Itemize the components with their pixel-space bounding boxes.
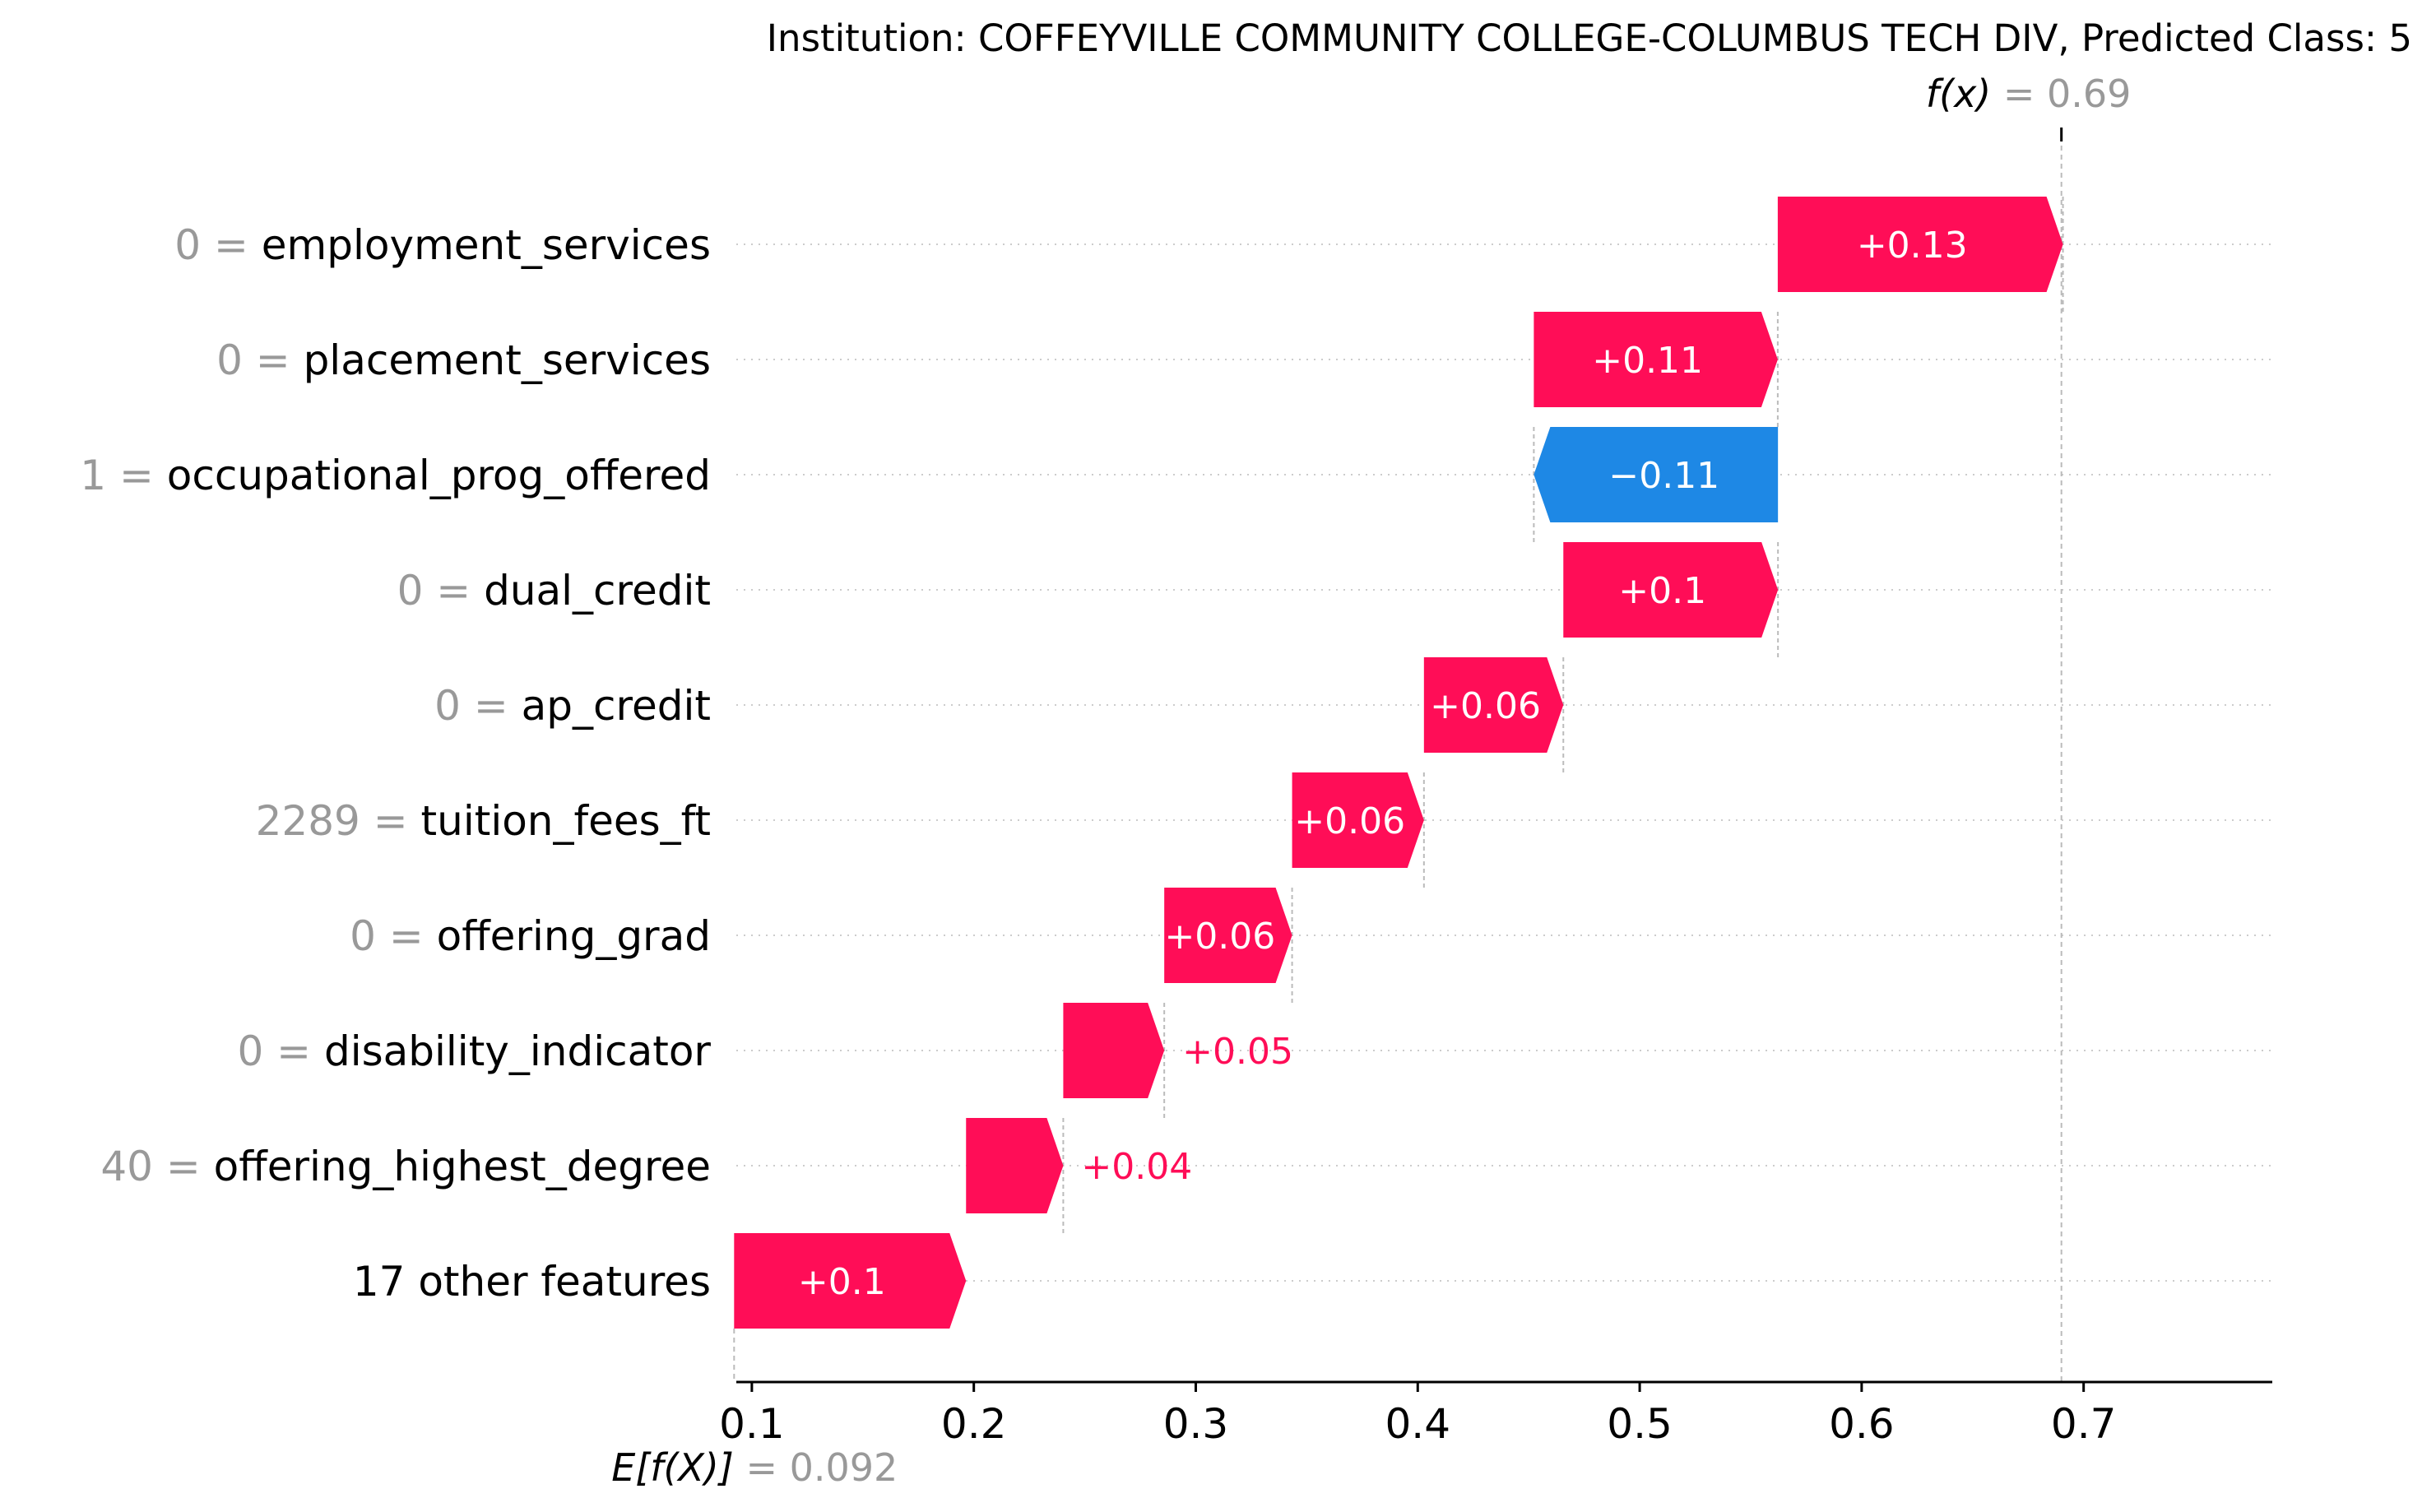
waterfall-bar: [1563, 542, 1779, 638]
contribution-label: +0.06: [1294, 800, 1405, 842]
base-label: E[f(X)]: [611, 1445, 734, 1490]
waterfall-bar: [1534, 312, 1778, 407]
x-tick-label: 0.4: [1385, 1400, 1451, 1448]
contribution-label: +0.11: [1592, 340, 1703, 382]
waterfall-bar: [1063, 1003, 1165, 1098]
contribution-label: +0.06: [1430, 685, 1541, 727]
fx-value: = 0.69: [1991, 72, 2131, 116]
waterfall-bar: [966, 1118, 1064, 1213]
x-tick-label: 0.2: [941, 1400, 1007, 1448]
waterfall-bar: [1534, 427, 1779, 522]
waterfall-bar: [1423, 657, 1564, 753]
feature-label: 0 = employment_services: [174, 221, 711, 269]
feature-value: 0 =: [434, 682, 522, 730]
x-tick-label: 0.6: [1829, 1400, 1895, 1448]
contribution-label: −0.11: [1608, 455, 1719, 497]
feature-value: 0 =: [174, 221, 262, 269]
waterfall-bar: [734, 1233, 967, 1329]
feature-name: employment_services: [262, 221, 711, 269]
contribution-label: +0.1: [1618, 570, 1706, 612]
feature-name: offering_grad: [437, 912, 711, 960]
bars-layer: +0.13 +0.11 −0.11 +0.1 +0.06 +0.06 +0.06 +0.05 +…: [734, 197, 2063, 1329]
feature-value: 0 =: [397, 567, 485, 615]
feature-label: 17 other features: [353, 1258, 711, 1306]
feature-label: 0 = offering_grad: [350, 912, 711, 960]
feature-value: 1 =: [80, 452, 167, 499]
x-tick-label: 0.1: [719, 1400, 785, 1448]
feature-name: tuition_fees_ft: [421, 797, 711, 845]
feature-value: 0 =: [350, 912, 437, 960]
contribution-label: +0.05: [1182, 1031, 1293, 1073]
feature-value: 2289 =: [256, 797, 421, 845]
x-tick-label: 0.3: [1163, 1400, 1229, 1448]
feature-value: 0 =: [237, 1027, 324, 1075]
contribution-label: +0.13: [1857, 225, 1968, 267]
feature-value: 40 =: [100, 1143, 213, 1190]
annotations-layer: f(x) = 0.69 E[f(X)] = 0.092: [611, 72, 2131, 1490]
feature-label: 0 = placement_services: [216, 336, 711, 384]
feature-label: 2289 = tuition_fees_ft: [256, 797, 711, 845]
chart-title: Institution: COFFEYVILLE COMMUNITY COLLE…: [767, 16, 2412, 60]
base-value: = 0.092: [734, 1445, 898, 1490]
feature-name: placement_services: [304, 336, 711, 384]
feature-label: 1 = occupational_prog_offered: [80, 452, 711, 499]
feature-name: occupational_prog_offered: [167, 452, 711, 499]
contribution-label: +0.1: [798, 1261, 886, 1303]
fx-annotation: f(x) = 0.69: [1926, 72, 2132, 116]
feature-label: 40 = offering_highest_degree: [100, 1143, 711, 1190]
feature-label: 0 = disability_indicator: [237, 1027, 711, 1075]
waterfall-bar: [1292, 772, 1424, 868]
fx-label: f(x): [1926, 72, 1991, 116]
guides-layer: [733, 128, 2272, 1382]
feature-value: 0 =: [216, 336, 304, 384]
base-annotation: E[f(X)] = 0.092: [611, 1445, 898, 1490]
waterfall-bar: [1164, 888, 1292, 983]
feature-name: offering_highest_degree: [214, 1143, 711, 1190]
feature-name: 17 other features: [353, 1258, 711, 1306]
feature-label: 0 = dual_credit: [397, 567, 711, 615]
feature-name: disability_indicator: [324, 1027, 711, 1075]
x-tick-label: 0.5: [1607, 1400, 1673, 1448]
feature-name: dual_credit: [484, 567, 711, 615]
waterfall-bar: [1777, 197, 2063, 292]
contribution-label: +0.06: [1164, 916, 1275, 958]
x-tick-label: 0.7: [2051, 1400, 2117, 1448]
feature-label: 0 = ap_credit: [434, 682, 711, 730]
contribution-label: +0.04: [1081, 1146, 1192, 1188]
feature-name: ap_credit: [522, 682, 711, 730]
x-axis: 0.1 0.2 0.3 0.4 0.5 0.6 0.7: [719, 1380, 2272, 1448]
